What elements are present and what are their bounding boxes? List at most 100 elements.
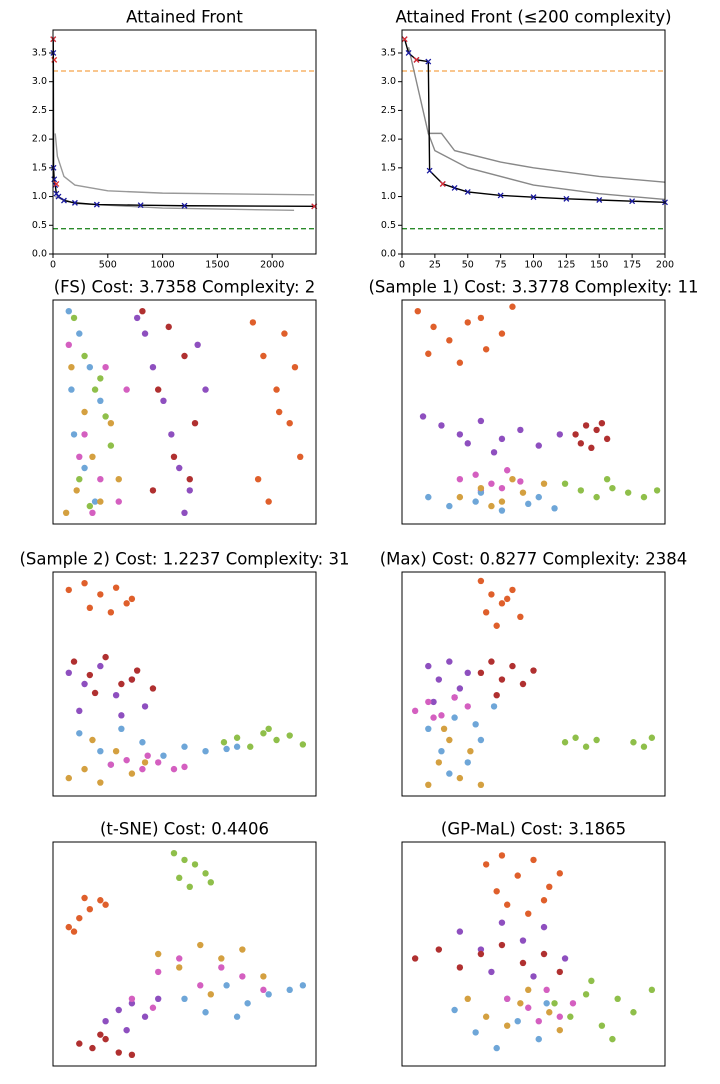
scatter-point (115, 476, 122, 483)
scatter-point (498, 507, 506, 514)
scatter-point (498, 852, 506, 859)
scatter-point (425, 725, 432, 732)
scatter-point (65, 774, 72, 782)
scatter-point (254, 476, 262, 483)
chart-title: (Sample 2) Cost: 1.2237 Complexity: 31 (20, 550, 350, 569)
x-tick-label: 75 (495, 260, 507, 271)
scatter-point (438, 712, 445, 719)
scatter-point (65, 923, 72, 931)
scatter-point (519, 959, 527, 967)
scatter-point (194, 341, 201, 348)
chart-title: (t-SNE) Cost: 0.4406 (100, 820, 269, 839)
scatter-point (561, 955, 569, 962)
scatter-point (569, 1000, 577, 1007)
scatter-point (207, 991, 214, 998)
scatter-point (155, 386, 162, 393)
scatter-point (603, 476, 611, 483)
scatter-point (464, 759, 471, 766)
scatter-point (181, 763, 188, 771)
scatter-point (155, 968, 162, 976)
x-tick-label: 1000 (150, 260, 174, 271)
scatter-point (551, 505, 558, 512)
scatter-point (97, 397, 104, 404)
scatter-point (419, 413, 427, 420)
scatter-point (149, 487, 157, 494)
y-tick-label: 1.5 (381, 162, 396, 173)
scatter-point (133, 667, 141, 674)
scatter-point (223, 982, 230, 989)
point-marker (426, 167, 433, 174)
scatter-point (540, 480, 548, 487)
scatter-point (181, 509, 188, 516)
scatter-point (582, 743, 590, 750)
scatter-point (490, 703, 498, 710)
scatter-point (299, 982, 307, 989)
scatter-point (543, 1000, 550, 1007)
scatter-point (543, 986, 550, 994)
scatter-point (509, 586, 516, 594)
scatter-point (488, 968, 495, 976)
x-tick-label: 100 (524, 260, 542, 271)
scatter-point (218, 964, 225, 971)
scatter-point (76, 330, 83, 337)
point-marker (60, 197, 67, 204)
scatter-point (593, 493, 600, 501)
scatter-point (588, 977, 595, 985)
scatter-point (456, 493, 464, 501)
scatter-point (76, 453, 83, 460)
scatter-point (477, 950, 485, 958)
scatter-point (456, 964, 464, 971)
scatter-point (176, 955, 183, 962)
point-marker (629, 198, 636, 205)
point-marker (405, 50, 412, 56)
plot-frame (52, 571, 317, 797)
scatter-point (598, 1022, 606, 1029)
scatter-point (97, 748, 104, 755)
scatter-point (609, 1035, 616, 1043)
scatter-point (603, 435, 611, 443)
scatter-point (112, 748, 120, 755)
scatter-point (291, 364, 299, 371)
scatter-point (239, 946, 246, 953)
scatter-point (141, 1013, 149, 1020)
scatter-point (118, 680, 125, 688)
scatter-point (128, 676, 136, 683)
scatter-point (68, 386, 75, 393)
scatter-point (89, 509, 96, 516)
scatter-point (123, 600, 130, 607)
scatter-point (181, 995, 188, 1002)
scatter-point (556, 431, 563, 438)
scatter-point (561, 480, 569, 487)
scatter-point (456, 685, 464, 692)
scatter-point (411, 955, 419, 962)
scatter-point (249, 319, 257, 326)
scatter-point (477, 489, 485, 496)
scatter-point (297, 453, 304, 460)
scatter-point (488, 591, 495, 598)
scatter-point (123, 386, 130, 393)
scatter-point (556, 1026, 563, 1034)
point-marker (401, 36, 408, 43)
scatter-point (170, 765, 178, 773)
scatter-point (181, 856, 188, 864)
point-marker (50, 164, 57, 171)
scatter-point (97, 1031, 104, 1038)
scatter-point (477, 484, 485, 492)
series-line (427, 133, 666, 201)
scatter-point (273, 736, 280, 744)
scatter-point (115, 1006, 122, 1014)
scatter-point (517, 613, 524, 620)
plot-frame (52, 29, 317, 255)
x-tick-label: 0 (399, 260, 405, 271)
scatter-point (186, 487, 193, 494)
scatter-point (86, 502, 94, 510)
scatter-point (504, 467, 511, 474)
scatter-point (81, 580, 88, 587)
scatter-point (456, 774, 464, 782)
scatter-point (141, 330, 149, 337)
scatter-point (498, 330, 506, 337)
scatter-point (425, 781, 432, 788)
scatter-point (482, 346, 490, 353)
scatter-point (519, 937, 527, 944)
scatter-point (446, 770, 453, 777)
